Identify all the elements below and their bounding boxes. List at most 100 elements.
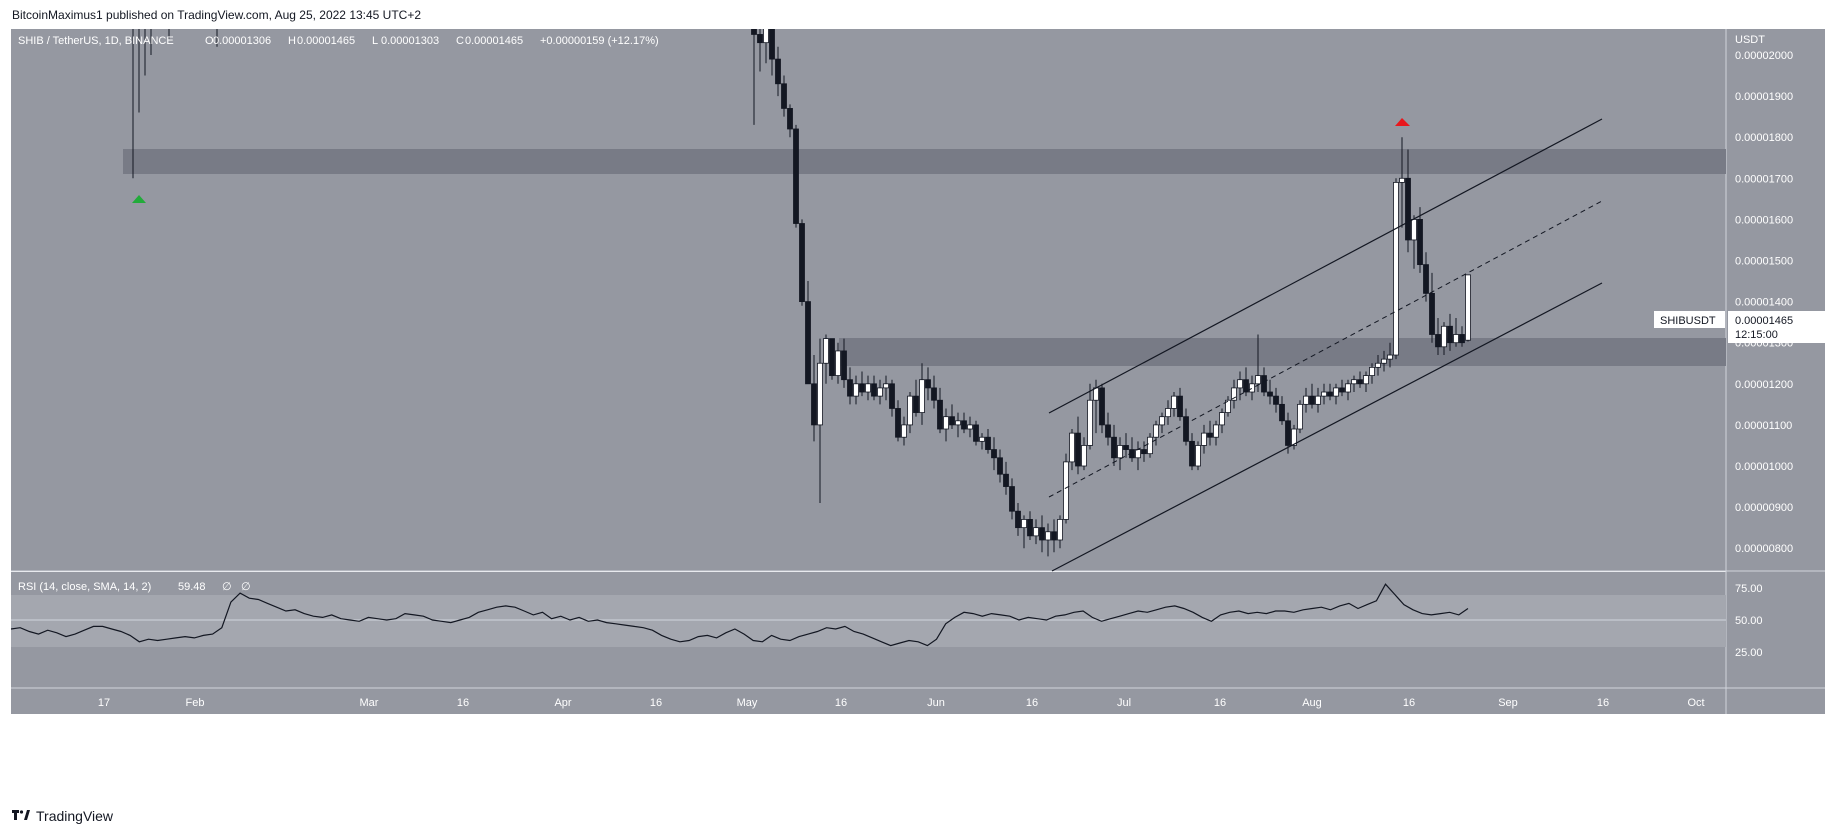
time-tick-label: 16 — [835, 697, 847, 709]
candle-body — [1123, 445, 1129, 450]
tradingview-logo-icon — [12, 808, 30, 824]
candle-body — [1363, 375, 1369, 385]
rsi-legend: RSI (14, close, SMA, 14, 2) 59.48 ∅ ∅ — [18, 581, 251, 593]
candle-body — [757, 34, 763, 44]
candle-body — [1333, 387, 1339, 397]
candle-body — [1237, 379, 1243, 389]
price-axis-unit: USDT — [1735, 34, 1765, 46]
channel-upper-line — [1048, 118, 1603, 414]
candle-body — [1105, 424, 1111, 438]
candle-body — [895, 408, 901, 438]
candle-body — [829, 338, 835, 376]
time-tick-label: Jun — [927, 697, 945, 709]
resistance-zone — [123, 149, 1726, 174]
candle-body — [1399, 177, 1405, 183]
candle-body — [943, 416, 949, 430]
chart-frame[interactable]: SHIB / TetherUS, 1D, BINANCE O 0.0000130… — [10, 0, 1825, 799]
candle-body — [1249, 383, 1255, 393]
price-tick-label: 0.00001900 — [1735, 91, 1793, 103]
price-tick-label: 0.00002000 — [1735, 50, 1793, 62]
legend-o-label: O — [205, 35, 214, 47]
candle-body — [751, 21, 757, 35]
candle-body — [865, 383, 871, 393]
time-tick-label: 17 — [98, 697, 110, 709]
candle-body — [1117, 445, 1123, 459]
candle-body — [1051, 531, 1057, 541]
rsi-line — [10, 583, 1469, 647]
price-chart[interactable]: SHIB / TetherUS, 1D, BINANCE O 0.0000130… — [10, 0, 1825, 799]
candle-body — [1261, 375, 1267, 393]
badge-countdown: 12:15:00 — [1735, 329, 1778, 341]
candle-body — [853, 383, 859, 397]
candle-body — [1309, 395, 1315, 405]
rsi-tick-label: 25.00 — [1735, 647, 1763, 659]
candle-body — [1087, 399, 1093, 446]
legend-l-label: L — [372, 35, 378, 47]
legend-c-label: C — [456, 35, 464, 47]
legend-c-value: 0.00001465 — [465, 35, 523, 47]
candle-body — [1453, 334, 1459, 344]
candle-body — [1447, 325, 1453, 344]
candle-body — [799, 223, 805, 302]
candle-body — [787, 108, 793, 130]
candle-body — [1111, 436, 1117, 459]
tradingview-footer[interactable]: TradingView — [12, 808, 113, 824]
red-down-arrow-icon — [1395, 118, 1410, 126]
candle-body — [889, 383, 895, 409]
candle-body — [775, 58, 781, 85]
candle-body — [1339, 387, 1345, 393]
candle-body — [901, 424, 907, 438]
candle-body — [1411, 218, 1417, 241]
candle-body — [763, 25, 769, 44]
candle-body — [1285, 420, 1291, 446]
candle-body — [1081, 445, 1087, 467]
candle-body — [1207, 432, 1213, 438]
candle-body — [1375, 362, 1381, 368]
time-tick-label: Apr — [554, 697, 571, 709]
legend-h-label: H — [288, 35, 296, 47]
time-tick-label: May — [737, 697, 758, 709]
candle-body — [973, 424, 979, 442]
symbol-badge: SHIBUSDT — [1654, 311, 1725, 328]
candle-body — [1315, 395, 1321, 405]
badge-price: 0.00001465 — [1735, 315, 1793, 327]
price-axis[interactable] — [1726, 29, 1825, 688]
rsi-extra-2: ∅ — [241, 581, 251, 593]
time-tick-label: 16 — [1214, 697, 1226, 709]
time-axis[interactable] — [11, 688, 1825, 714]
published-text: BitcoinMaximus1 published on TradingView… — [12, 8, 422, 22]
candle-body — [1357, 379, 1363, 385]
candle-body — [1231, 387, 1237, 401]
time-ticks: 17 Feb Mar 16 Apr 16 May 16 Jun 16 Jul 16 Aug 16 Sep 16… — [98, 697, 1705, 709]
candle-body — [1327, 391, 1333, 397]
candle-body — [979, 436, 985, 442]
candle-body — [1423, 264, 1429, 294]
rsi-tick-label: 75.00 — [1735, 583, 1763, 595]
support-zone — [839, 338, 1726, 366]
candle-body — [871, 383, 877, 397]
candle-body — [859, 383, 865, 393]
candle-body — [877, 387, 883, 397]
candle-body — [1345, 383, 1351, 393]
candle-body — [1213, 424, 1219, 438]
candle-body — [1255, 375, 1261, 385]
candle-body — [913, 395, 919, 413]
candle-body — [883, 383, 889, 389]
candle-body — [1015, 510, 1021, 529]
candle-body — [1219, 412, 1225, 426]
main-pane[interactable] — [11, 29, 1726, 571]
candles-group — [130, 0, 1471, 557]
candle-body — [1183, 416, 1189, 442]
candle-body — [955, 420, 961, 426]
price-tick-label: 0.00000900 — [1735, 502, 1793, 514]
channel-mid-line — [1048, 200, 1603, 498]
candle-body — [1147, 436, 1153, 455]
rsi-label: RSI (14, close, SMA, 14, 2) — [18, 581, 151, 593]
candle-body — [1279, 403, 1285, 422]
publisher-header: BitcoinMaximus1 published on TradingView… — [12, 8, 421, 22]
candle-body — [781, 83, 787, 109]
price-tick-label: 0.00001500 — [1735, 256, 1793, 268]
rsi-value: 59.48 — [178, 581, 206, 593]
candle-body — [1009, 486, 1015, 512]
rsi-ticks: 75.00 50.00 25.00 — [1735, 583, 1763, 659]
